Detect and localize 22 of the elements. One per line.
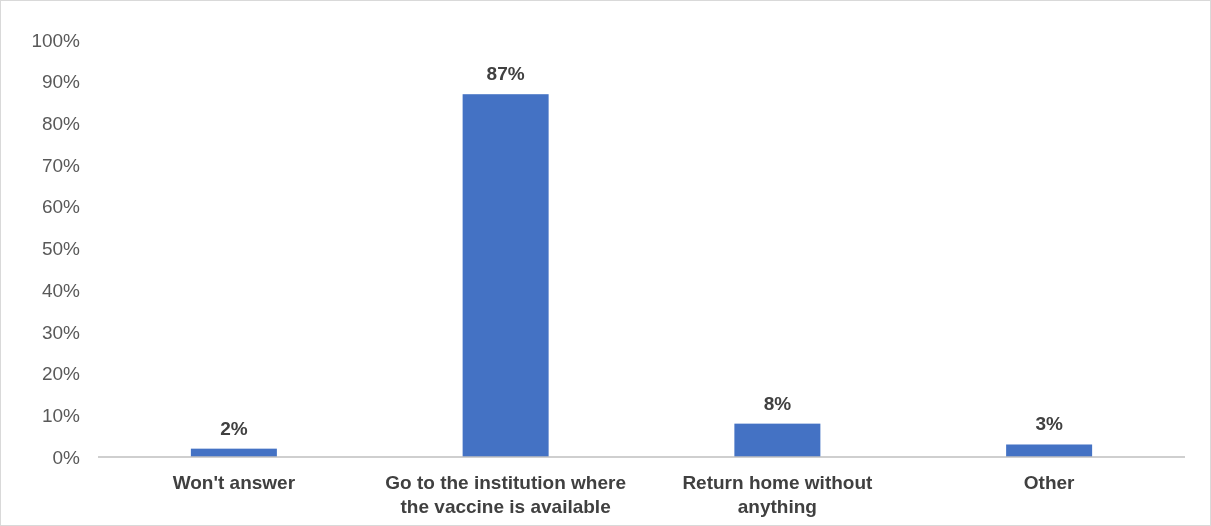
data-label: 87% bbox=[486, 63, 525, 85]
y-tick-label: 80% bbox=[41, 113, 81, 135]
x-tick-label: Won't answer bbox=[172, 472, 296, 493]
x-tick-label: Go to the institution where the vaccine is available bbox=[385, 472, 626, 517]
y-tick-label: 30% bbox=[41, 321, 81, 343]
data-label: 2% bbox=[220, 417, 248, 439]
bar bbox=[462, 94, 549, 457]
y-tick-label: 70% bbox=[41, 154, 81, 176]
y-tick-label: 100% bbox=[31, 29, 81, 51]
data-label: 8% bbox=[763, 392, 792, 414]
bar bbox=[734, 423, 821, 457]
y-tick-label: 40% bbox=[41, 279, 81, 301]
data-label: 3% bbox=[1035, 413, 1063, 435]
bar bbox=[1006, 444, 1093, 457]
x-tick-label: Return home without anything bbox=[682, 472, 874, 517]
y-tick-label: 20% bbox=[41, 363, 81, 385]
y-tick-label: 0% bbox=[52, 446, 81, 468]
y-tick-label: 90% bbox=[41, 71, 81, 93]
y-tick-label: 60% bbox=[41, 196, 81, 218]
x-tick-label: Other bbox=[1023, 472, 1076, 493]
y-tick-label: 10% bbox=[41, 404, 81, 426]
y-tick-label: 50% bbox=[41, 238, 81, 260]
